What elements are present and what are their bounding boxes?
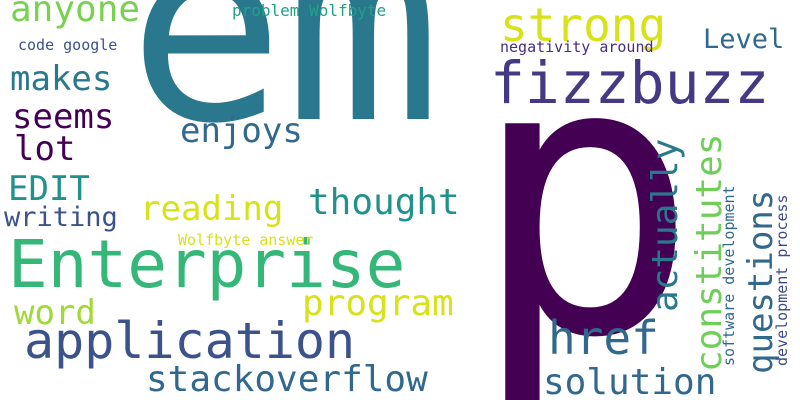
word-level: Level <box>703 24 785 55</box>
word-lot: lot <box>14 129 76 169</box>
word-software-development: software development <box>720 185 738 366</box>
word-href: href <box>548 311 659 365</box>
word-solution: solution <box>543 362 717 400</box>
word-application: application <box>24 312 356 370</box>
word-anyone: anyone <box>10 0 141 30</box>
word-code-google: code google <box>18 36 118 54</box>
word-enterprise: Enterprise <box>8 226 406 303</box>
word-thought: thought <box>308 182 460 223</box>
word-edit: EDIT <box>8 169 90 209</box>
word-writing: writing <box>4 202 118 233</box>
word-enjoys: enjoys <box>180 111 303 151</box>
word-seems: seems <box>12 97 115 137</box>
word-strong: strong <box>500 0 667 52</box>
word-actually: actually <box>645 138 686 312</box>
word-word: word <box>14 293 96 333</box>
word-negativity-around: negativity around <box>500 38 654 56</box>
word-wolfbyte-answer: Wolfbyte answer <box>178 231 314 249</box>
word-program: program <box>302 283 454 324</box>
word-stackoverflow: stackoverflow <box>146 359 428 400</box>
word-makes: makes <box>10 59 113 99</box>
word-reading: reading <box>140 189 284 229</box>
word-problem-wolfbyte: problem Wolfbyte <box>232 1 387 20</box>
word-fizzbuzz: fizzbuzz <box>490 49 770 117</box>
word-em: em <box>128 0 442 181</box>
word-p: p <box>470 0 699 400</box>
word-development-process: development process <box>773 194 791 366</box>
